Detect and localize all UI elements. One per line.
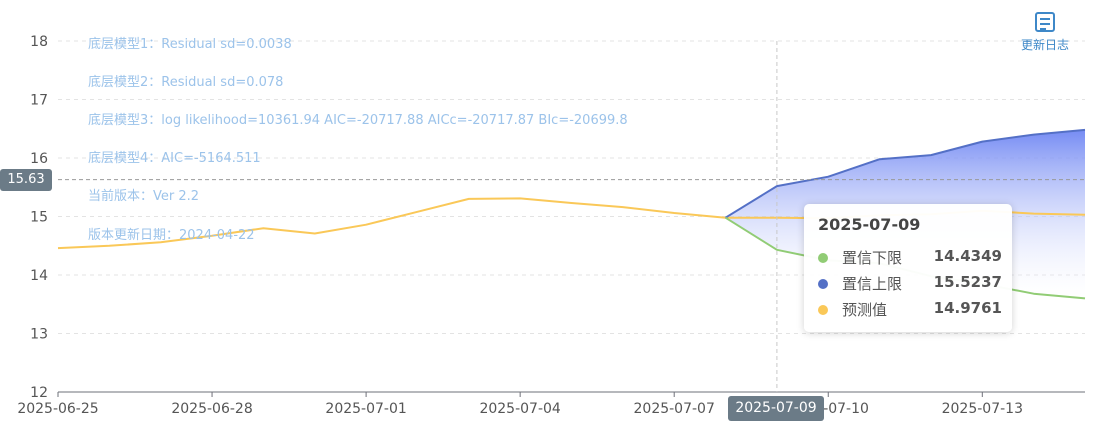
crosshair [58,41,1085,392]
tooltip-title: 2025-07-09 [818,215,921,234]
series-line-upper [724,128,1086,219]
legend-dot-lower [818,253,828,263]
tooltip-row-name: 置信上限 [842,275,903,293]
grid-layer [58,40,1085,334]
model-note: 底层模型3：log likelihood=10361.94 AIC=-20717… [88,112,628,128]
y-tick-label: 13 [30,327,48,343]
tooltip-row-value: 15.5237 [933,273,1002,291]
changelog-label: 更新日志 [1020,38,1069,52]
crosshair-y-label: 15.63 [0,169,52,191]
y-tick-label: 16 [30,151,48,167]
model-note: 底层模型1：Residual sd=0.0038 [88,36,292,52]
tooltip-row-pred: 预测值 14.9761 [818,299,1002,321]
axis-layer: 12 13 14 15 16 17 18 2025-06-25 2025-06-28 2025-0… [17,34,1085,417]
crosshair-x-label: 2025-07-09 [728,396,824,421]
model-notes: 底层模型1：Residual sd=0.0038 底层模型2：Residual s… [88,36,628,243]
model-note: 底层模型2：Residual sd=0.078 [88,74,283,90]
x-tick-label: 2025-06-28 [171,401,252,417]
changelog-icon [1034,12,1055,32]
legend-dot-upper [818,279,828,289]
tooltip-row-lower: 置信下限 14.4349 [818,247,1002,269]
tooltip: 2025-07-09 置信下限 14.4349 置信上限 15.5237 预测值… [804,204,1012,332]
x-tick-label: 2025-07-13 [942,401,1023,417]
legend-dot-pred [818,305,828,315]
model-note: 版本更新日期：2024-04-22 [88,227,255,243]
y-tick-label: 14 [30,268,48,284]
y-tick-label: 15 [30,210,48,226]
x-tick-label: 2025-07-04 [479,401,560,417]
tooltip-row-upper: 置信上限 15.5237 [818,273,1002,295]
x-tick-label: 2025-07-07 [634,401,715,417]
y-tick-label: 18 [30,34,48,50]
changelog-button[interactable]: 更新日志 [1021,12,1069,53]
tooltip-row-value: 14.9761 [933,299,1002,317]
tooltip-row-name: 置信下限 [842,249,903,267]
model-note: 当前版本：Ver 2.2 [88,188,199,204]
y-tick-label: 12 [30,385,48,401]
x-tick-label: 2025-07-01 [325,401,406,417]
y-tick-label: 17 [30,93,48,109]
tooltip-row-value: 14.4349 [933,247,1002,265]
tooltip-row-name: 预测值 [842,301,888,319]
model-note: 底层模型4：AIC=-5164.511 [88,150,261,166]
x-tick-label: 2025-06-25 [17,401,98,417]
